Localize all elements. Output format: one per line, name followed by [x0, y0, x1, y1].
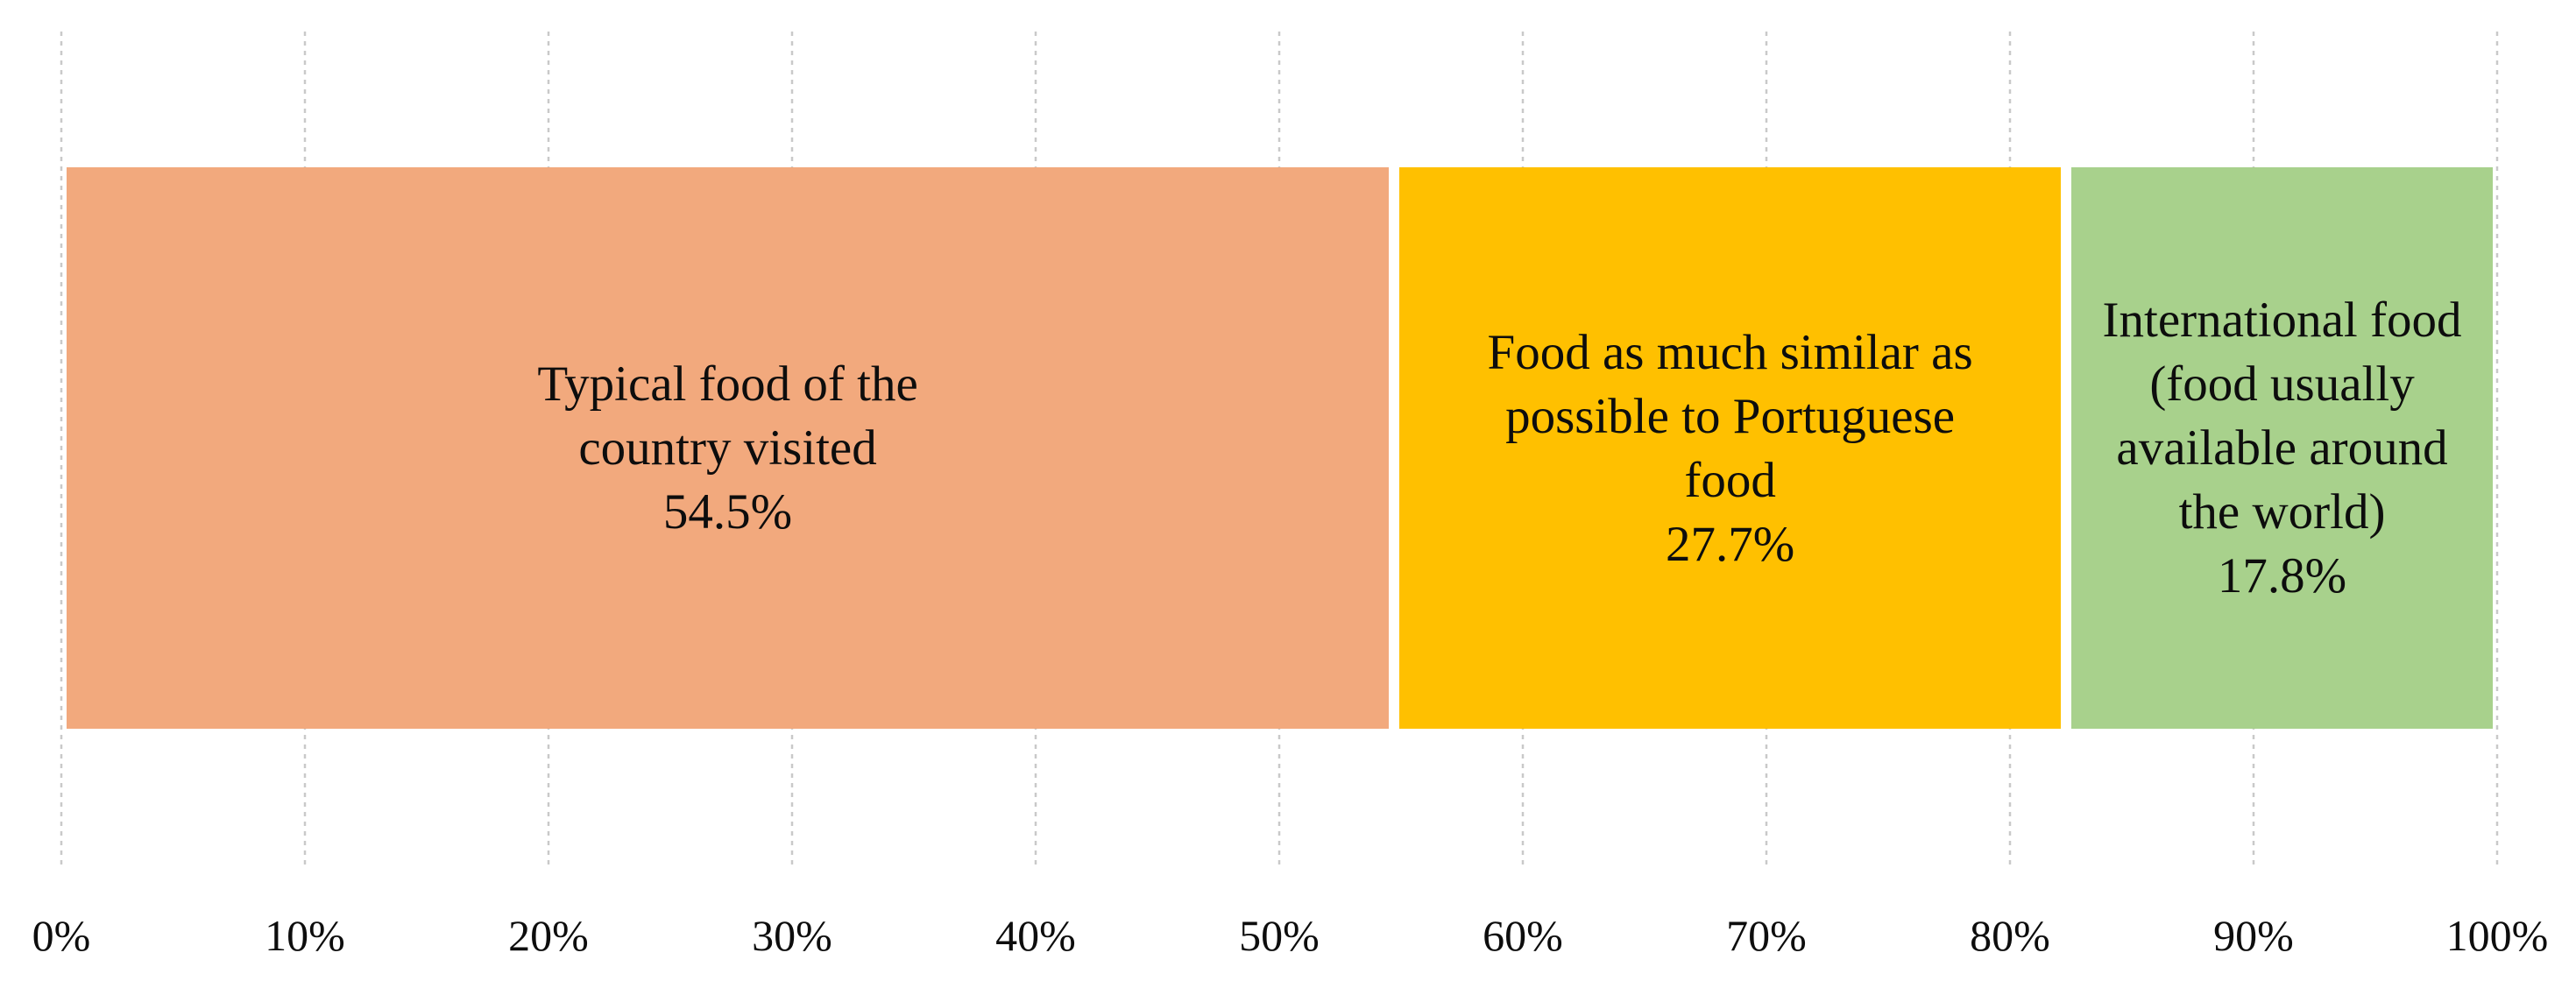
axis-tick-label-20%: 20%: [508, 911, 589, 960]
axis-tick-label-0%: 0%: [32, 911, 91, 960]
axis-tick-label-70%: 70%: [1726, 911, 1807, 960]
stacked-bar: Typical food of the country visited 54.5…: [67, 167, 2493, 729]
axis-tick-label-10%: 10%: [265, 911, 345, 960]
axis-tick-label-80%: 80%: [1970, 911, 2050, 960]
bar-segment-1: Typical food of the country visited 54.5…: [67, 167, 1390, 729]
bar-segment-2: Food as much similar as possible to Port…: [1389, 167, 2062, 729]
axis-tick-label-40%: 40%: [995, 911, 1076, 960]
segment-label: Food as much similar as possible to Port…: [1487, 324, 1973, 572]
segment-label: Typical food of the country visited 54.5…: [537, 356, 918, 540]
bar-segment-3: International food (food usually availab…: [2061, 167, 2493, 729]
axis-tick-label-100%: 100%: [2445, 911, 2549, 960]
axis-tick-label-90%: 90%: [2213, 911, 2294, 960]
axis-tick-label-60%: 60%: [1483, 911, 1563, 960]
axis-tick-label-30%: 30%: [752, 911, 832, 960]
segment-label: International food (food usually availab…: [2102, 293, 2462, 603]
axis-tick-label-50%: 50%: [1239, 911, 1320, 960]
